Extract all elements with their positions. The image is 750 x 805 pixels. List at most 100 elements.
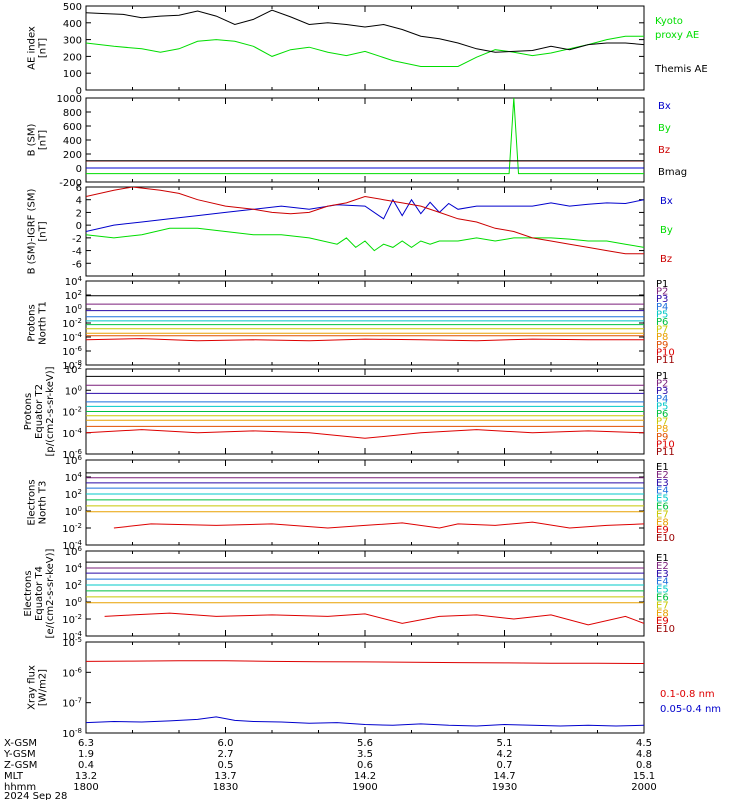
y-axis-label: [nT] [38, 221, 49, 241]
y-tick-label: 200 [63, 150, 82, 161]
ephemeris-row-label: Z-GSM [4, 760, 37, 771]
legend-entry: E5 [656, 585, 669, 596]
y-axis-label: Protons [23, 393, 34, 430]
series-line-by [86, 98, 644, 175]
legend-entry: Bmag [658, 167, 687, 178]
y-tick-label: 600 [63, 122, 82, 133]
ephemeris-row-label: MLT [4, 771, 24, 782]
y-tick-label: 2 [76, 208, 82, 219]
ephemeris-row-label: Y-GSM [3, 749, 36, 760]
y-axis-label: Xray flux [27, 665, 38, 710]
series-line-bz [86, 187, 644, 255]
legend-entry: By [660, 225, 673, 236]
y-axis-label: [p/(cm2-s-sr-keV)] [45, 366, 56, 456]
series-line-p10 [86, 338, 644, 342]
ephemeris-value: 14.7 [493, 771, 515, 782]
legend-entry: E9 [656, 525, 669, 536]
ephemeris-value: 2.7 [218, 749, 234, 760]
series-line-e9 [104, 612, 644, 626]
legend-entry: Bz [660, 254, 672, 265]
y-axis-label: North T1 [38, 301, 49, 345]
y-tick-label: -4 [72, 247, 82, 258]
y-axis-label: Protons [27, 304, 38, 341]
y-axis-label: Electrons [23, 570, 34, 616]
ephemeris-value: 0.6 [357, 760, 373, 771]
legend-entry: Bz [658, 145, 670, 156]
ephemeris-value: 5.1 [497, 738, 513, 749]
panel-frame [85, 550, 645, 637]
y-tick-label: 10-4 [62, 331, 82, 344]
y-tick-label: 10-2 [62, 406, 82, 419]
ephemeris-value: 0.8 [636, 760, 652, 771]
series-line-bx [86, 198, 644, 232]
legend-entry: Bx [658, 101, 671, 112]
legend-entry: P7 [656, 417, 668, 428]
legend-entry: Kyoto [655, 16, 683, 27]
series-line-p10 [86, 429, 644, 439]
legend-entry: P8 [656, 332, 668, 343]
legend-entry: E6 [656, 593, 669, 604]
y-tick-label: 10-5 [62, 636, 82, 649]
y-tick-label: 102 [65, 579, 82, 592]
ephemeris-value: 14.2 [354, 771, 376, 782]
y-axis-label: [W/m2] [38, 669, 49, 706]
y-tick-label: 0 [76, 86, 82, 97]
y-tick-label: 0 [76, 164, 82, 175]
y-tick-label: 10-7 [62, 697, 82, 710]
legend-entry: E4 [656, 486, 669, 497]
legend-entry: P1 [656, 371, 668, 382]
ephemeris-value: 4.5 [636, 738, 652, 749]
ephemeris-value: 1930 [492, 782, 517, 793]
ephemeris-value: 0.5 [218, 760, 234, 771]
date-label: 2024 Sep 28 [4, 791, 67, 800]
y-tick-label: 106 [65, 545, 83, 558]
y-tick-label: 6 [76, 183, 82, 194]
ephemeris-value: 2000 [631, 782, 656, 793]
ephemeris-value: 4.2 [497, 749, 513, 760]
y-tick-label: 100 [65, 384, 82, 397]
y-tick-label: 100 [65, 505, 82, 518]
panel-ae: 0 100 200 300 400 500 AE index [nT] Kyoto proxy A… [27, 2, 708, 97]
y-tick-label: -200 [59, 178, 82, 189]
panel-xray: 10-8 10-7 10-6 10-5 Xray flux [W/m2] 0.1-0.8 n… [27, 636, 722, 740]
legend-entry: P7 [656, 325, 668, 336]
ephemeris-value: 6.3 [78, 738, 94, 749]
y-tick-label: 10-8 [62, 359, 82, 372]
legend-entry: E9 [656, 616, 669, 627]
ephemeris-value: 5.6 [357, 738, 373, 749]
y-axis-label: AE index [27, 26, 38, 70]
y-tick-label: 10-4 [62, 539, 82, 552]
panel-frame [85, 280, 645, 366]
legend-entry: E2 [656, 470, 669, 481]
y-axis-label: [nT] [38, 38, 49, 58]
y-tick-label: 200 [63, 52, 82, 63]
panel-frame [85, 186, 645, 277]
legend-entry: E6 [656, 502, 669, 513]
ephemeris-row-label: X-GSM [4, 738, 37, 749]
y-tick-label: 10-4 [62, 630, 82, 643]
legend-entry: P3 [656, 294, 668, 305]
y-tick-label: 800 [63, 108, 82, 119]
ephemeris-value: 1800 [73, 782, 98, 793]
panel-pet2: 10-6 10-4 10-2 100 102 Protons Equator T2 [p/(c… [23, 363, 675, 461]
y-tick-label: 4 [76, 196, 82, 207]
y-axis-label: Equator T2 [34, 384, 45, 439]
legend-entry: P11 [656, 447, 675, 458]
y-tick-label: 10-2 [62, 613, 82, 626]
ephemeris-value: 13.7 [214, 771, 236, 782]
panel-bsm: -200 0 200 400 600 800 1000 B (SM) [nT] Bx By Bz Bma… [27, 94, 688, 189]
series-line-0-1-0-8-nm [86, 660, 644, 664]
legend-entry: P5 [656, 401, 668, 412]
y-tick-label: 102 [65, 289, 82, 302]
y-axis-label: North T3 [38, 481, 49, 525]
y-axis-label: B (SM) [27, 123, 38, 156]
series-line-themis-ae [86, 9, 644, 53]
y-tick-label: 104 [65, 562, 83, 575]
y-axis-label: Equator T4 [34, 566, 45, 621]
ephemeris-value: 1.9 [78, 749, 94, 760]
legend-entry: P9 [656, 432, 668, 443]
panel-frame [85, 641, 645, 734]
series-line-0-05-0-4-nm [86, 716, 644, 727]
